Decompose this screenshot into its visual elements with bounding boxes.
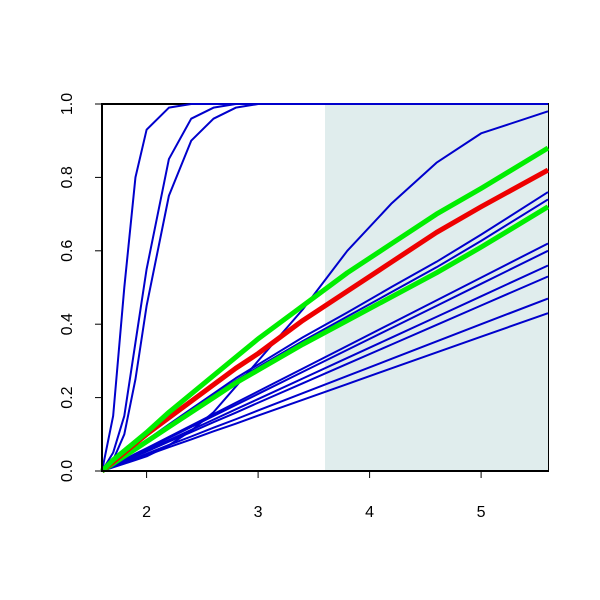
y-tick-label: 0.0 — [59, 460, 76, 482]
y-tick-label: 0.8 — [59, 166, 76, 188]
y-tick-label: 0.4 — [59, 313, 76, 335]
series-line — [101, 275, 549, 472]
y-tick-label: 1.0 — [59, 93, 76, 115]
x-tick-label: 4 — [365, 504, 374, 521]
series-line — [101, 103, 548, 472]
series-line — [100, 145, 550, 473]
y-tick-label: 0.6 — [59, 240, 76, 262]
x-tick-label: 3 — [254, 504, 263, 521]
series-line — [101, 312, 549, 472]
x-tick-label: 5 — [477, 504, 486, 521]
shaded-region — [325, 104, 548, 472]
y-tick-label: 0.2 — [59, 386, 76, 408]
series-line — [100, 204, 550, 474]
x-tick-label: 2 — [142, 504, 151, 521]
